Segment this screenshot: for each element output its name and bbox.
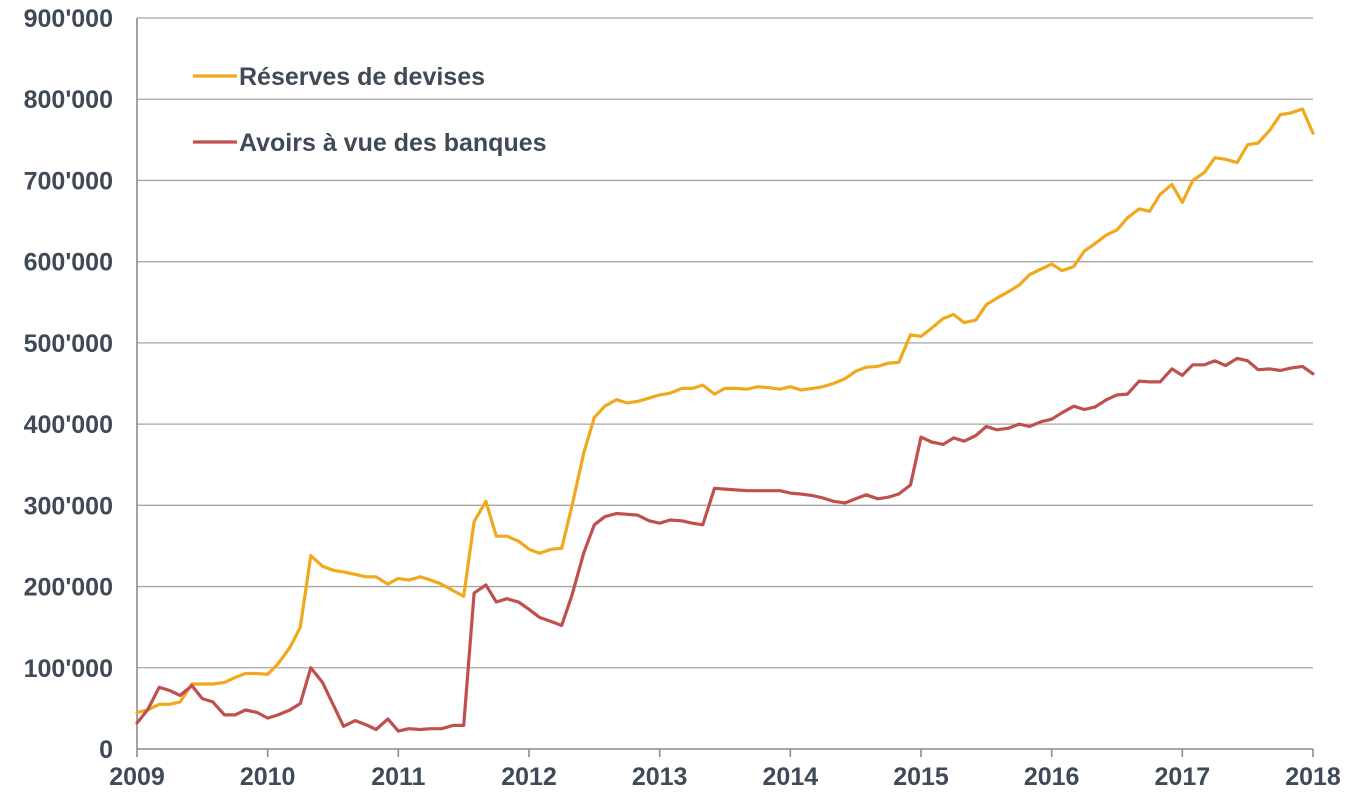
x-tick-label: 2018: [1285, 763, 1341, 791]
gridlines: [137, 17, 1313, 669]
x-tick-label: 2009: [109, 763, 165, 791]
legend: Réserves de devises Avoirs à vue des banq…: [193, 63, 547, 157]
y-tick-label: 200'000: [24, 574, 113, 602]
x-tick-label: 2011: [371, 763, 425, 791]
series-lines: [135, 107, 1315, 733]
x-tick-label: 2015: [893, 763, 949, 791]
y-tick-label: 500'000: [24, 330, 113, 358]
y-tick-label: 100'000: [24, 655, 113, 683]
x-tick-label: 2014: [763, 763, 819, 791]
axes: 0 100'000 200'000 300'000 400'000 500'000 600'…: [24, 5, 1341, 791]
y-tick-label: 0: [99, 736, 113, 764]
x-tick-label: 2012: [501, 763, 557, 791]
y-tick-label: 800'000: [24, 86, 113, 114]
x-tick-label: 2010: [240, 763, 296, 791]
legend-label-1: Avoirs à vue des banques: [239, 129, 547, 157]
legend-label-0: Réserves de devises: [239, 63, 485, 91]
y-tick-label: 900'000: [24, 5, 113, 33]
y-tick-label: 400'000: [24, 411, 113, 439]
x-tick-label: 2017: [1155, 763, 1211, 791]
x-tick-label: 2016: [1024, 763, 1080, 791]
series-line-0: [135, 107, 1315, 715]
series-line-1: [135, 356, 1315, 733]
y-tick-label: 600'000: [24, 249, 113, 277]
x-tick-label: 2013: [632, 763, 688, 791]
y-tick-label: 300'000: [24, 492, 113, 520]
y-tick-label: 700'000: [24, 167, 113, 195]
